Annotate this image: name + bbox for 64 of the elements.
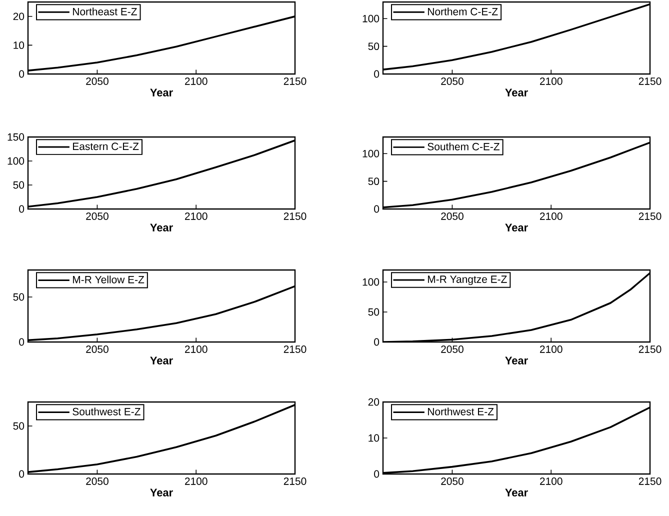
y-tick-label: 150 bbox=[8, 133, 24, 141]
x-tick-label: 2050 bbox=[86, 78, 108, 85]
x-tick-label: 2150 bbox=[638, 212, 662, 220]
x-axis-title: Year bbox=[505, 88, 528, 96]
x-tick-label: 2150 bbox=[638, 478, 662, 485]
x-tick-label: 2050 bbox=[86, 346, 108, 353]
x-tick-label: 2100 bbox=[540, 78, 562, 85]
legend-label: Eastern C-E-Z bbox=[73, 142, 139, 150]
x-tick-label: 2100 bbox=[540, 478, 562, 485]
legend-label: Southwest E-Z bbox=[72, 408, 140, 416]
y-tick-label: 100 bbox=[362, 278, 380, 286]
y-tick-label: 0 bbox=[19, 338, 24, 346]
y-tick-label: 50 bbox=[368, 308, 380, 316]
x-axis-title: Year bbox=[150, 88, 173, 96]
legend-label: Southem C-E-Z bbox=[428, 142, 500, 150]
y-tick-label: 50 bbox=[13, 422, 24, 430]
y-tick-label: 0 bbox=[374, 205, 380, 213]
x-tick-label: 2100 bbox=[185, 478, 208, 485]
y-tick-label: 10 bbox=[14, 42, 24, 49]
y-tick-label: 20 bbox=[13, 12, 24, 20]
y-tick-label: 20 bbox=[368, 398, 380, 406]
y-tick-label: 0 bbox=[374, 70, 380, 78]
legend-label: Northwest E-Z bbox=[428, 408, 494, 416]
x-tick-label: 2150 bbox=[284, 212, 306, 220]
y-tick-label: 0 bbox=[374, 338, 380, 346]
x-tick-label: 2050 bbox=[86, 212, 108, 220]
y-tick-label: 100 bbox=[362, 14, 380, 22]
x-tick-label: 2100 bbox=[185, 346, 208, 353]
y-tick-label: 100 bbox=[8, 157, 24, 165]
x-tick-label: 2150 bbox=[638, 346, 662, 353]
x-tick-label: 2150 bbox=[284, 346, 306, 353]
legend-label: M-R Yellow E-Z bbox=[73, 276, 144, 284]
x-axis-title: Year bbox=[150, 488, 173, 496]
x-tick-label: 2100 bbox=[540, 346, 562, 353]
y-tick-label: 50 bbox=[368, 42, 380, 50]
legend-label: Northeast E-Z bbox=[73, 8, 137, 16]
x-tick-label: 2100 bbox=[185, 212, 208, 220]
x-tick-label: 2150 bbox=[284, 78, 306, 85]
legend-label: Northem C-E-Z bbox=[428, 8, 498, 16]
legend-label: M-R Yangtze E-Z bbox=[428, 276, 507, 286]
x-axis-title: Year bbox=[505, 488, 528, 496]
x-axis-title: Year bbox=[505, 356, 528, 364]
x-axis-title: Year bbox=[505, 224, 528, 232]
y-tick-label: 50 bbox=[368, 178, 380, 186]
x-tick-label: 2050 bbox=[441, 212, 464, 220]
x-tick-label: 2100 bbox=[540, 212, 562, 220]
x-tick-label: 2150 bbox=[284, 478, 306, 485]
y-tick-label: 50 bbox=[13, 293, 24, 301]
x-tick-label: 2050 bbox=[441, 78, 464, 85]
y-tick-label: 50 bbox=[13, 181, 24, 189]
line-series bbox=[383, 3, 650, 70]
y-tick-label: 0 bbox=[374, 470, 380, 478]
y-tick-label: 10 bbox=[368, 434, 380, 442]
x-axis-title: Year bbox=[150, 356, 173, 364]
x-tick-label: 2150 bbox=[638, 78, 662, 85]
x-tick-label: 2100 bbox=[185, 78, 208, 85]
x-axis-title: Year bbox=[150, 224, 173, 232]
y-tick-label: 0 bbox=[19, 70, 24, 78]
y-tick-label: 0 bbox=[19, 205, 24, 213]
x-tick-label: 2050 bbox=[441, 346, 464, 353]
y-tick-label: 0 bbox=[19, 470, 24, 478]
x-tick-label: 2050 bbox=[86, 478, 108, 485]
y-tick-label: 100 bbox=[362, 150, 380, 158]
x-tick-label: 2050 bbox=[441, 478, 464, 485]
